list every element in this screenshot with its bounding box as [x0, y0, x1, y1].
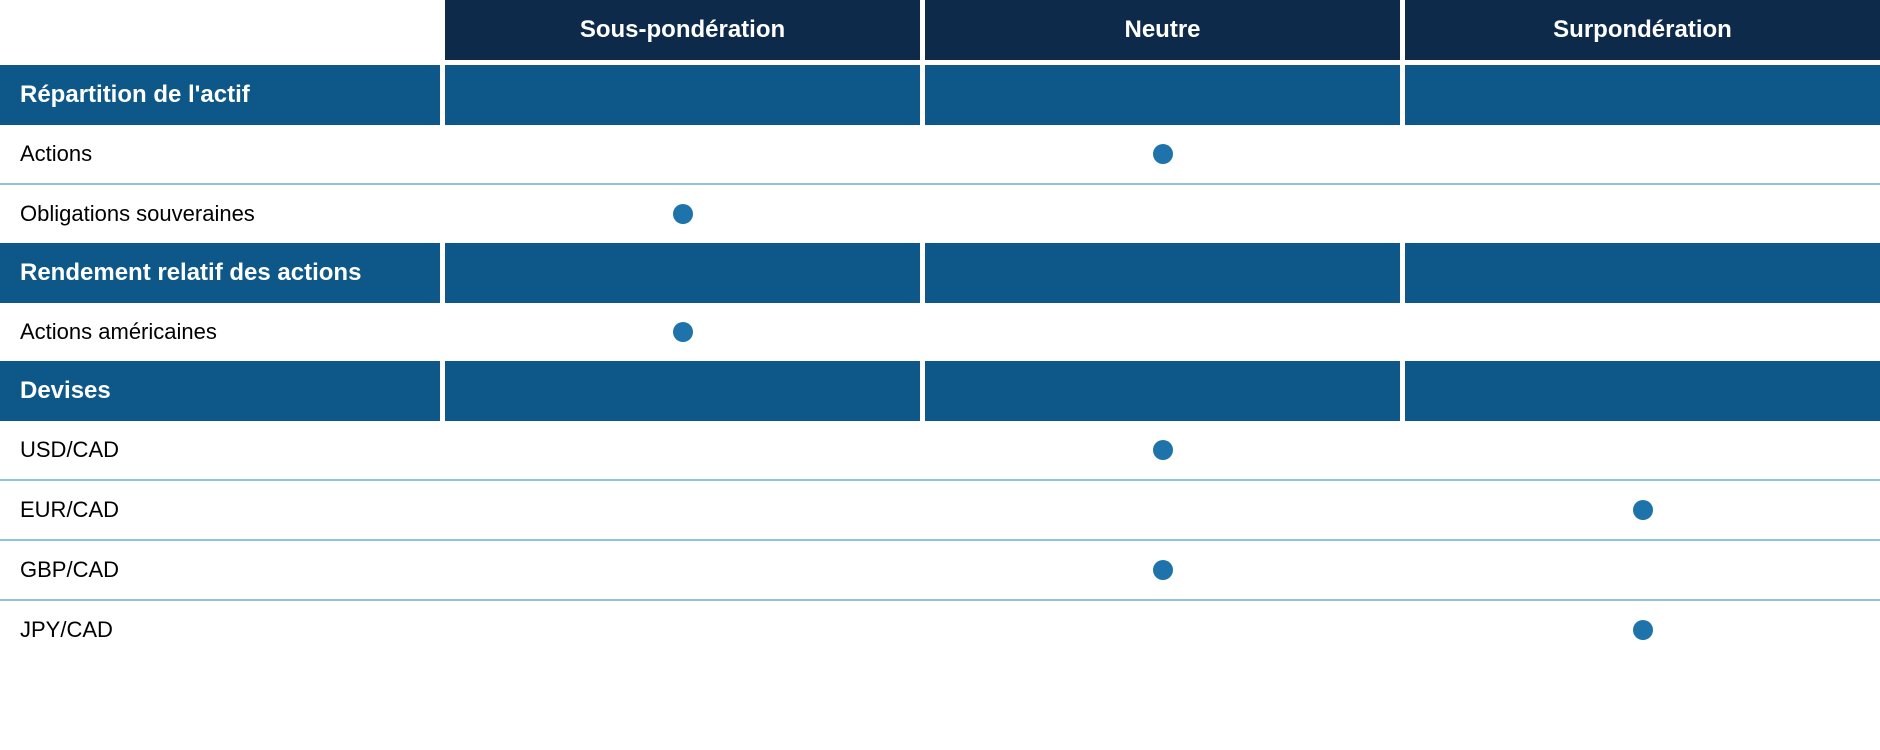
data-cell: [925, 541, 1400, 599]
position-dot: [673, 322, 693, 342]
row-label: Obligations souveraines: [0, 185, 440, 243]
allocation-table: Sous-pondérationNeutreSurpondérationRépa…: [0, 0, 1880, 659]
data-cell: [1405, 125, 1880, 183]
data-cell: [445, 125, 920, 183]
data-row: GBP/CAD: [0, 541, 1880, 599]
data-row: Actions américaines: [0, 303, 1880, 361]
data-cell: [445, 303, 920, 361]
header-col: Neutre: [925, 0, 1400, 60]
data-row: USD/CAD: [0, 421, 1880, 479]
data-cell: [445, 421, 920, 479]
section-col: [445, 243, 920, 303]
data-cell: [925, 303, 1400, 361]
data-cell: [925, 481, 1400, 539]
data-row: JPY/CAD: [0, 601, 1880, 659]
header-spacer: [0, 0, 440, 60]
section-row: Devises: [0, 361, 1880, 421]
position-dot: [1633, 500, 1653, 520]
section-col: [1405, 65, 1880, 125]
data-row: EUR/CAD: [0, 481, 1880, 539]
section-col: [1405, 361, 1880, 421]
row-label: EUR/CAD: [0, 481, 440, 539]
data-row: Obligations souveraines: [0, 185, 1880, 243]
position-dot: [673, 204, 693, 224]
header-row: Sous-pondérationNeutreSurpondération: [0, 0, 1880, 60]
position-dot: [1153, 144, 1173, 164]
data-cell: [445, 601, 920, 659]
section-col: [925, 361, 1400, 421]
row-label: Actions américaines: [0, 303, 440, 361]
data-cell: [1405, 421, 1880, 479]
data-cell: [445, 185, 920, 243]
data-cell: [445, 541, 920, 599]
data-cell: [1405, 601, 1880, 659]
section-col: [445, 361, 920, 421]
section-col: [1405, 243, 1880, 303]
data-cell: [925, 421, 1400, 479]
data-row: Actions: [0, 125, 1880, 183]
data-cell: [925, 601, 1400, 659]
row-label: Actions: [0, 125, 440, 183]
position-dot: [1153, 560, 1173, 580]
data-cell: [1405, 303, 1880, 361]
data-cell: [925, 185, 1400, 243]
section-title: Répartition de l'actif: [0, 65, 440, 125]
position-dot: [1153, 440, 1173, 460]
section-col: [925, 243, 1400, 303]
header-col: Surpondération: [1405, 0, 1880, 60]
section-title: Rendement relatif des actions: [0, 243, 440, 303]
header-col: Sous-pondération: [445, 0, 920, 60]
section-row: Répartition de l'actif: [0, 65, 1880, 125]
data-cell: [1405, 185, 1880, 243]
data-cell: [445, 481, 920, 539]
position-dot: [1633, 620, 1653, 640]
row-label: GBP/CAD: [0, 541, 440, 599]
row-label: JPY/CAD: [0, 601, 440, 659]
section-col: [925, 65, 1400, 125]
data-cell: [925, 125, 1400, 183]
section-row: Rendement relatif des actions: [0, 243, 1880, 303]
row-label: USD/CAD: [0, 421, 440, 479]
data-cell: [1405, 541, 1880, 599]
section-col: [445, 65, 920, 125]
data-cell: [1405, 481, 1880, 539]
section-title: Devises: [0, 361, 440, 421]
